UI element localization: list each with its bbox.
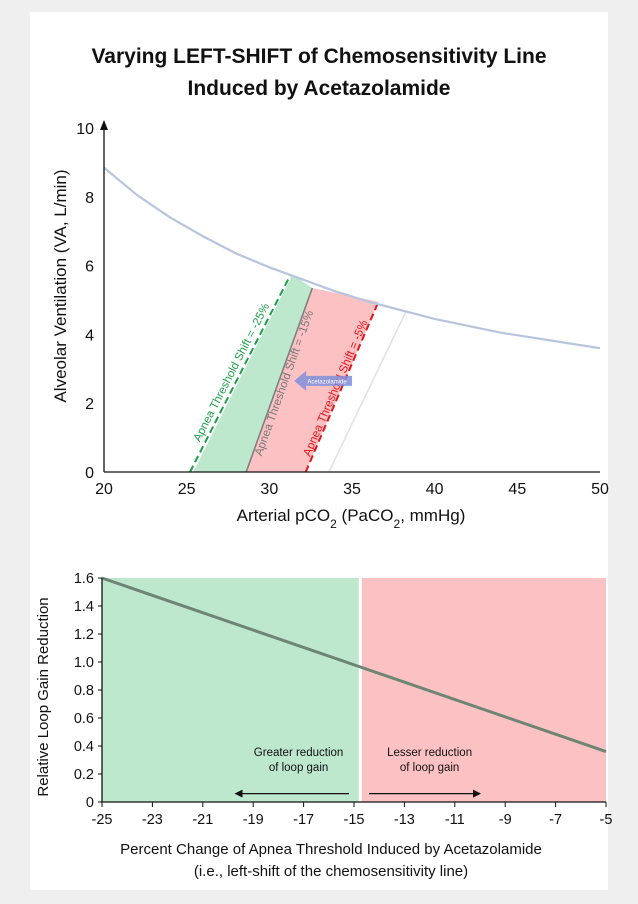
threshold-lines (189, 273, 408, 473)
region-greater (102, 578, 361, 802)
x-axis-label: Arterial pCO2 (PaCO2, mmHg) (237, 506, 466, 531)
x-tick-label: -5 (600, 812, 613, 828)
metabolic-hyperbola (103, 166, 601, 350)
y-tick-label: 1.6 (74, 571, 94, 587)
loop-gain-line (101, 576, 607, 754)
y-tick-label: 6 (85, 259, 94, 276)
x-tick-label: 35 (343, 481, 361, 498)
line-green-dashed (189, 273, 292, 473)
acetazolamide-arrow-shape (294, 370, 352, 391)
y-axis-arrowhead (100, 120, 108, 130)
acetazolamide-arrow-label: Acetazolamide (307, 379, 347, 385)
acetazolamide-arrow: Acetazolamide (294, 370, 352, 391)
x-tick-label: -13 (394, 812, 415, 828)
x-tick-label: 45 (508, 481, 526, 498)
x-tick-label: -7 (549, 812, 562, 828)
x-tick-label: 25 (178, 481, 196, 498)
chemosensitivity-chart: Varying LEFT-SHIFT of Chemosensitivity L… (51, 45, 609, 531)
x-tick-label: -19 (243, 812, 264, 828)
y-tick-label: 0 (86, 795, 94, 811)
x-tick-label: -11 (445, 812, 465, 828)
y-axis-label: Relative Loop Gain Reduction (35, 597, 52, 796)
y-tick-label: 0.4 (74, 739, 94, 755)
line-baseline-faint (328, 309, 408, 473)
x-tick-label: 20 (95, 481, 113, 498)
y-tick-label: 10 (76, 121, 94, 138)
region-notes: Greater reduction of loop gain Lesser redu… (234, 747, 481, 798)
x-tick-label: -9 (499, 812, 512, 828)
y-tick-labels: 0 0.2 0.4 0.6 0.8 1.0 1.2 1.4 1.6 (74, 571, 102, 811)
x-axis-label: Percent Change of Apnea Threshold Induce… (120, 841, 542, 858)
x-tick-label: -21 (192, 812, 213, 828)
y-tick-label: 8 (85, 190, 94, 207)
region-note-1-line-0: Lesser reduction (387, 747, 472, 759)
region-note-1-line-1: of loop gain (400, 762, 459, 774)
x-axis-label-note: (i.e., left-shift of the chemosensitivit… (194, 863, 468, 880)
x-tick-label: -25 (92, 812, 113, 828)
x-tick-label: 30 (260, 481, 278, 498)
x-tick-label: 40 (426, 481, 444, 498)
line-grey-solid (245, 287, 314, 473)
region-greater-reduction (193, 274, 313, 472)
y-tick-label: 1.0 (74, 655, 94, 671)
y-tick-labels: 0 2 4 6 8 10 (76, 121, 94, 482)
line-red-dashed (304, 301, 380, 473)
x-tick-label: -17 (293, 812, 314, 828)
x-tick-label: -23 (142, 812, 163, 828)
chart-title-line-1: Varying LEFT-SHIFT of Chemosensitivity L… (91, 45, 546, 68)
y-axis-label: Alveolar Ventilation (VA, L/min) (51, 169, 70, 402)
x-tick-labels: 20 25 30 35 40 45 50 (95, 481, 609, 498)
y-tick-label: 0.2 (74, 767, 94, 783)
x-tick-label: -15 (344, 812, 365, 828)
y-tick-label: 1.2 (74, 627, 94, 643)
region-lesser (360, 578, 606, 802)
region-note-0-line-0: Greater reduction (254, 747, 344, 759)
y-tick-label: 0.6 (74, 711, 94, 727)
y-tick-label: 1.4 (74, 599, 94, 615)
shaded-regions (102, 578, 606, 802)
region-note-0-line-1: of loop gain (269, 762, 328, 774)
y-tick-label: 0 (85, 465, 94, 482)
x-tick-labels: -25 -23 -21 -19 -17 -15 -13 -11 -9 -7 -5 (92, 802, 613, 828)
chart-title-line-2: Induced by Acetazolamide (188, 77, 451, 100)
y-tick-label: 2 (85, 396, 94, 413)
y-tick-label: 4 (85, 327, 94, 344)
loop-gain-chart: Greater reduction of loop gain Lesser redu… (35, 571, 612, 880)
y-tick-label: 0.8 (74, 683, 94, 699)
x-tick-label: 50 (591, 481, 609, 498)
